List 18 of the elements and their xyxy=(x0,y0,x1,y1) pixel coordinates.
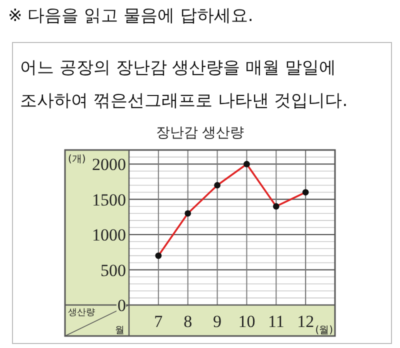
x-tick-label: 10 xyxy=(238,312,256,331)
y-tick-label: 500 xyxy=(100,260,126,280)
x-tick-label: 8 xyxy=(184,312,192,331)
chart-title: 장난감 생산량 xyxy=(156,125,244,141)
x-tick-label: 7 xyxy=(154,312,164,331)
text: 월 xyxy=(115,325,125,336)
x-axis-title: (월) xyxy=(315,325,334,336)
text: ※ 다음을 읽고 물음에 답하세요. xyxy=(8,5,254,27)
x-tick-label: 11 xyxy=(268,312,284,331)
y-tick-label: 1000 xyxy=(92,226,126,245)
y-tick-label: 0 xyxy=(118,296,126,315)
y-axis-title: (개) xyxy=(68,154,86,165)
text: 어느 공장의 장난감 생산량을 매월 말일에 조사하여 꺾은선그래프로 나타낸 것입니다. xyxy=(20,57,349,113)
y-tick-label: 2000 xyxy=(92,155,126,174)
x-tick-label: 12 xyxy=(297,312,314,331)
y-tick-label: 1500 xyxy=(92,190,126,210)
x-tick-label: 9 xyxy=(213,312,222,331)
text: 생산량 xyxy=(68,308,95,318)
